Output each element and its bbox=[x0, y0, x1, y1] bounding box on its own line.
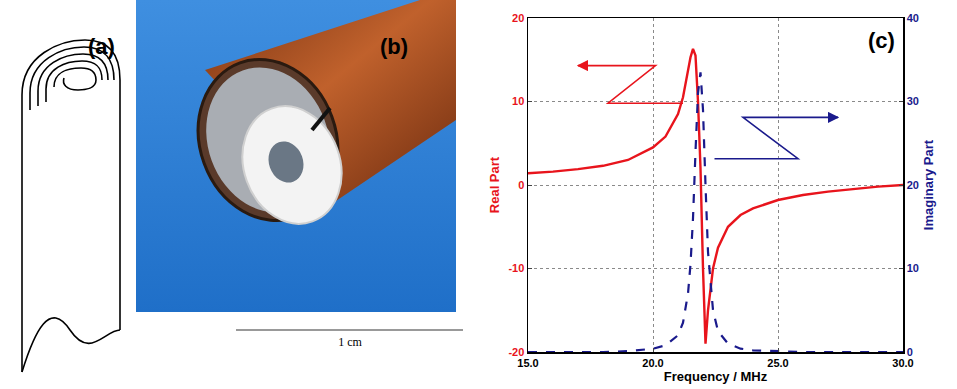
svg-text:0: 0 bbox=[518, 179, 524, 191]
svg-text:10: 10 bbox=[512, 95, 524, 107]
svg-text:Real Part: Real Part bbox=[487, 156, 502, 213]
svg-text:1 cm: 1 cm bbox=[338, 335, 362, 349]
svg-text:(b): (b) bbox=[380, 34, 408, 59]
svg-text:25.0: 25.0 bbox=[767, 357, 788, 369]
svg-text:10: 10 bbox=[907, 262, 919, 274]
svg-text:20.0: 20.0 bbox=[642, 357, 663, 369]
svg-text:-20: -20 bbox=[508, 346, 524, 358]
svg-text:30: 30 bbox=[907, 95, 919, 107]
svg-text:(a): (a) bbox=[88, 34, 115, 59]
svg-text:-10: -10 bbox=[508, 262, 524, 274]
svg-text:30.0: 30.0 bbox=[892, 357, 913, 369]
svg-text:0: 0 bbox=[907, 346, 913, 358]
svg-text:20: 20 bbox=[907, 179, 919, 191]
svg-text:20: 20 bbox=[512, 12, 524, 24]
svg-text:Frequency / MHz: Frequency / MHz bbox=[664, 369, 768, 384]
svg-text:40: 40 bbox=[907, 12, 919, 24]
svg-text:15.0: 15.0 bbox=[517, 357, 538, 369]
svg-text:(c): (c) bbox=[868, 28, 895, 53]
svg-text:Imaginary Part: Imaginary Part bbox=[921, 139, 936, 230]
